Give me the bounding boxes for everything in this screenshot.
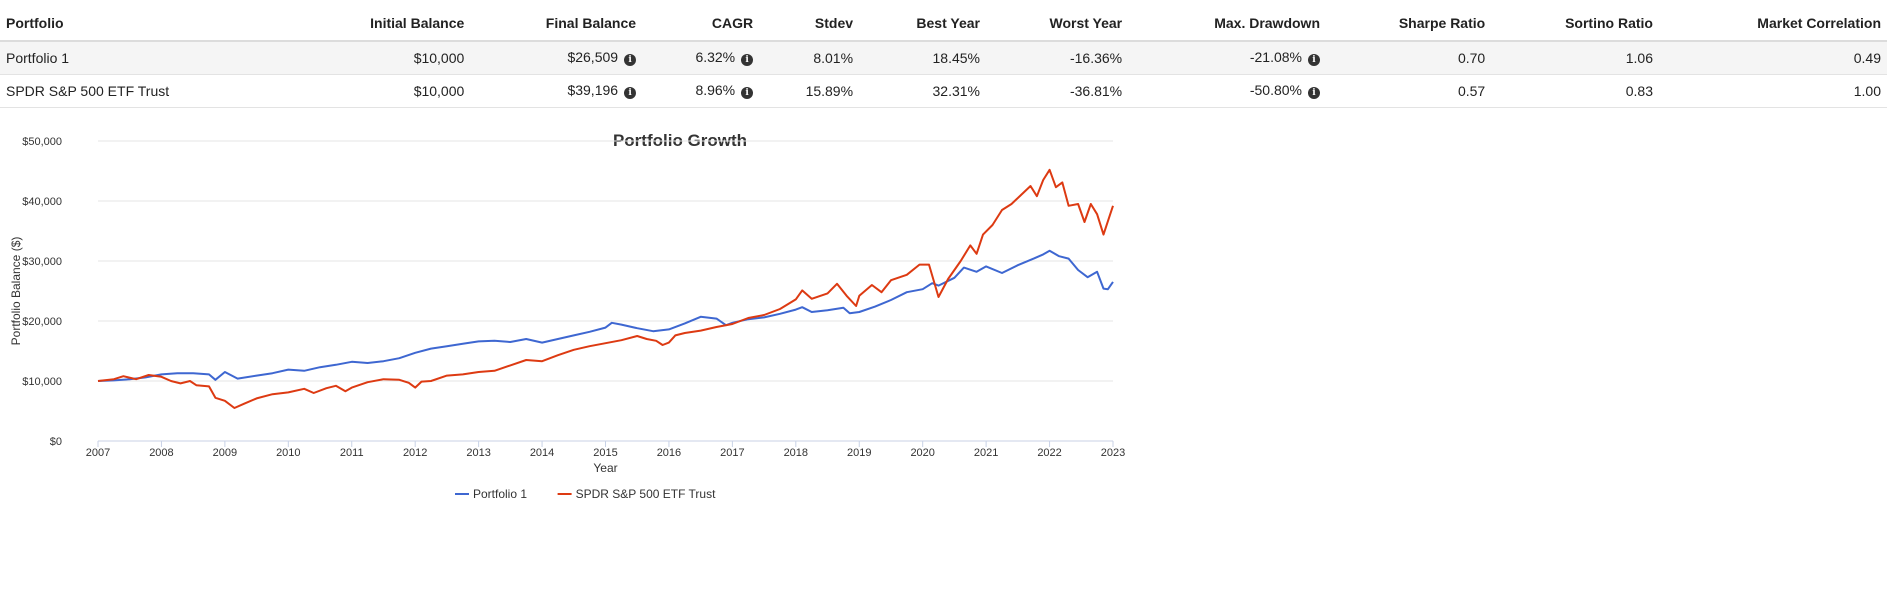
cell-best-year: 32.31% — [859, 74, 986, 108]
header-sharpe-ratio[interactable]: Sharpe Ratio — [1326, 8, 1492, 42]
y-tick-label: $50,000 — [22, 136, 62, 148]
x-tick-label: 2013 — [466, 447, 490, 459]
x-axis-title: Year — [593, 461, 617, 475]
header-cagr[interactable]: CAGR — [642, 8, 760, 42]
info-circle-icon[interactable]: i — [624, 87, 637, 99]
x-tick-label: 2020 — [910, 447, 934, 459]
cell-max-drawdown: -50.80% i — [1128, 74, 1326, 108]
table-row: Portfolio 1 $10,000 $26,509 i 6.32% i 8.01… — [0, 41, 1887, 75]
statistics-table: Portfolio Initial Balance Final Balance … — [0, 8, 1887, 108]
header-best-year[interactable]: Best Year — [859, 8, 986, 42]
x-tick-label: 2009 — [213, 447, 237, 459]
value: 8.96% — [695, 82, 736, 98]
header-sortino-ratio[interactable]: Sortino Ratio — [1491, 8, 1659, 42]
cell-sharpe: 0.57 — [1326, 74, 1492, 108]
grid-lines — [98, 140, 1113, 442]
x-tick-label: 2012 — [403, 447, 427, 459]
cell-market-correlation: 0.49 — [1658, 41, 1887, 75]
cell-market-correlation: 1.00 — [1658, 74, 1887, 108]
y-tick-label: $20,000 — [22, 316, 62, 328]
cell-final-balance: $39,196 i — [470, 74, 643, 108]
info-circle-icon[interactable]: i — [1308, 87, 1320, 99]
cell-sharpe: 0.70 — [1326, 41, 1492, 75]
x-tick-label: 2011 — [340, 447, 364, 459]
x-tick-label: 2008 — [149, 447, 173, 459]
series-line-1[interactable] — [97, 168, 1114, 409]
legend-label-1[interactable]: SPDR S&P 500 ETF Trust — [576, 487, 716, 501]
x-tick-label: 2023 — [1101, 447, 1125, 459]
cell-best-year: 18.45% — [859, 41, 986, 75]
x-tick-label: 2010 — [276, 447, 300, 459]
cell-portfolio-name[interactable]: SPDR S&P 500 ETF Trust — [0, 74, 292, 108]
value: $39,196 — [567, 82, 619, 98]
x-tick-label: 2014 — [530, 447, 554, 459]
cell-stdev: 8.01% — [759, 41, 860, 75]
header-initial-balance[interactable]: Initial Balance — [292, 8, 471, 42]
value: -21.08% — [1249, 49, 1302, 65]
cell-initial-balance: $10,000 — [292, 74, 471, 108]
series-line-0[interactable] — [97, 249, 1114, 382]
series-lines — [97, 168, 1114, 409]
x-tick-label: 2021 — [974, 447, 998, 459]
table-row: SPDR S&P 500 ETF Trust $10,000 $39,196 i … — [0, 74, 1887, 108]
y-tick-label: $0 — [50, 436, 62, 448]
info-circle-icon[interactable]: i — [624, 54, 637, 66]
info-circle-icon[interactable]: i — [741, 87, 754, 99]
x-tick-label: 2017 — [720, 447, 744, 459]
y-axis-title: Portfolio Balance ($) — [9, 237, 23, 346]
table-header-row: Portfolio Initial Balance Final Balance … — [0, 8, 1887, 42]
x-tick-label: 2007 — [86, 447, 110, 459]
cell-stdev: 15.89% — [759, 74, 860, 108]
portfolio-growth-chart: Portfolio Growth $0$10,000$20,000$30,000… — [9, 131, 1125, 501]
y-tick-label: $40,000 — [22, 196, 62, 208]
header-final-balance[interactable]: Final Balance — [470, 8, 643, 42]
x-tick-label: 2019 — [847, 447, 871, 459]
value: -50.80% — [1249, 82, 1302, 98]
info-circle-icon[interactable]: i — [741, 54, 754, 66]
cell-cagr: 6.32% i — [642, 41, 760, 75]
x-tick-label: 2018 — [784, 447, 808, 459]
x-axis-ticks: 2007 2008 2009 2010 2011 2012 2013 2014 2015 2016… — [86, 441, 1125, 459]
cell-worst-year: -16.36% — [985, 41, 1129, 75]
value: 6.32% — [695, 49, 736, 65]
y-axis-ticks: $0 $10,000 $20,000 $30,000 $40,000 $50,000 — [22, 136, 62, 448]
chart-legend[interactable]: Portfolio 1 SPDR S&P 500 ETF Trust — [455, 487, 716, 501]
header-max-drawdown[interactable]: Max. Drawdown — [1128, 8, 1326, 42]
cell-cagr: 8.96% i — [642, 74, 760, 108]
x-tick-label: 2022 — [1037, 447, 1061, 459]
info-circle-icon[interactable]: i — [1308, 54, 1320, 66]
cell-max-drawdown: -21.08% i — [1128, 41, 1326, 75]
x-tick-label: 2015 — [593, 447, 617, 459]
legend-label-0[interactable]: Portfolio 1 — [473, 487, 527, 501]
cell-portfolio-name[interactable]: Portfolio 1 — [0, 41, 292, 75]
cell-final-balance: $26,509 i — [470, 41, 643, 75]
y-tick-label: $10,000 — [22, 376, 62, 388]
cell-initial-balance: $10,000 — [292, 41, 471, 75]
value: $26,509 — [567, 49, 619, 65]
cell-sortino: 0.83 — [1491, 74, 1659, 108]
x-tick-label: 2016 — [657, 447, 681, 459]
header-worst-year[interactable]: Worst Year — [985, 8, 1129, 42]
y-tick-label: $30,000 — [22, 256, 62, 268]
header-portfolio: Portfolio — [0, 8, 292, 42]
cell-worst-year: -36.81% — [985, 74, 1129, 108]
header-market-correlation[interactable]: Market Correlation — [1658, 8, 1887, 42]
cell-sortino: 1.06 — [1491, 41, 1659, 75]
header-stdev[interactable]: Stdev — [759, 8, 860, 42]
